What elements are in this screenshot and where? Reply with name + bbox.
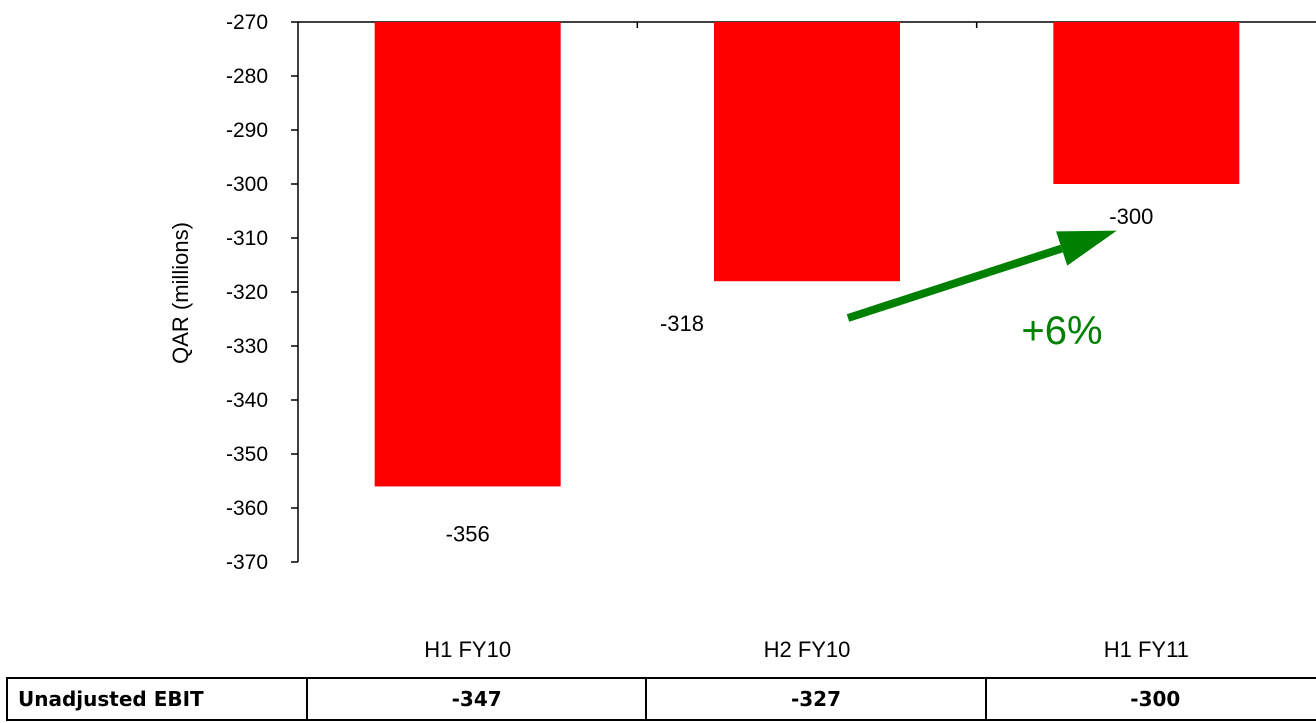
growth-arrow-shaft — [846, 244, 1063, 322]
y-tick-label: -270 — [226, 11, 268, 34]
y-tick-label: -350 — [226, 443, 268, 466]
y-tick-label: -360 — [226, 497, 268, 520]
bar-chart: -270 -280 -290 -300 -310 -320 -330 -340 -350 -360… — [168, 11, 1316, 662]
x-axis: H1 FY10 H2 FY10 H1 FY11 — [424, 637, 1189, 662]
table-cell-h1-fy10: -347 — [305, 677, 648, 721]
bar — [1053, 22, 1240, 184]
y-tick-label: -290 — [226, 119, 268, 142]
ebit-table: Unadjusted EBIT -347 -327 -300 — [6, 677, 1316, 721]
y-tick-label: -280 — [226, 65, 268, 88]
table-row-label: Unadjusted EBIT — [6, 677, 308, 721]
growth-arrow-head — [1056, 230, 1117, 266]
y-tick-label: -340 — [226, 389, 268, 412]
y-tick-label: -330 — [226, 335, 268, 358]
bar-data-label: -356 — [446, 521, 490, 546]
bar — [714, 22, 900, 282]
bar-data-labels: -356 -318 -300 — [446, 204, 1154, 546]
x-category-label: H2 FY10 — [764, 637, 851, 662]
bar — [374, 22, 561, 487]
y-axis-label: QAR (millions) — [168, 222, 193, 364]
bar-data-label: -318 — [660, 311, 704, 336]
x-category-label: H1 FY10 — [424, 637, 511, 662]
table-cell-h2-fy10: -327 — [645, 677, 987, 721]
x-category-label: H1 FY11 — [1104, 637, 1189, 662]
bars — [374, 22, 1240, 487]
growth-label: +6% — [1021, 309, 1102, 353]
y-tick-label: -300 — [226, 173, 268, 196]
table-cell-h1-fy11: -300 — [984, 677, 1316, 721]
growth-annotation: +6% — [846, 230, 1117, 353]
y-axis: -270 -280 -290 -300 -310 -320 -330 -340 -350 -360… — [226, 11, 1316, 574]
y-tick-label: -370 — [226, 551, 268, 574]
table-row: Unadjusted EBIT -347 -327 -300 — [6, 677, 1316, 721]
y-tick-label: -310 — [226, 227, 268, 250]
y-tick-label: -320 — [226, 281, 268, 304]
bar-data-label: -300 — [1109, 204, 1153, 229]
